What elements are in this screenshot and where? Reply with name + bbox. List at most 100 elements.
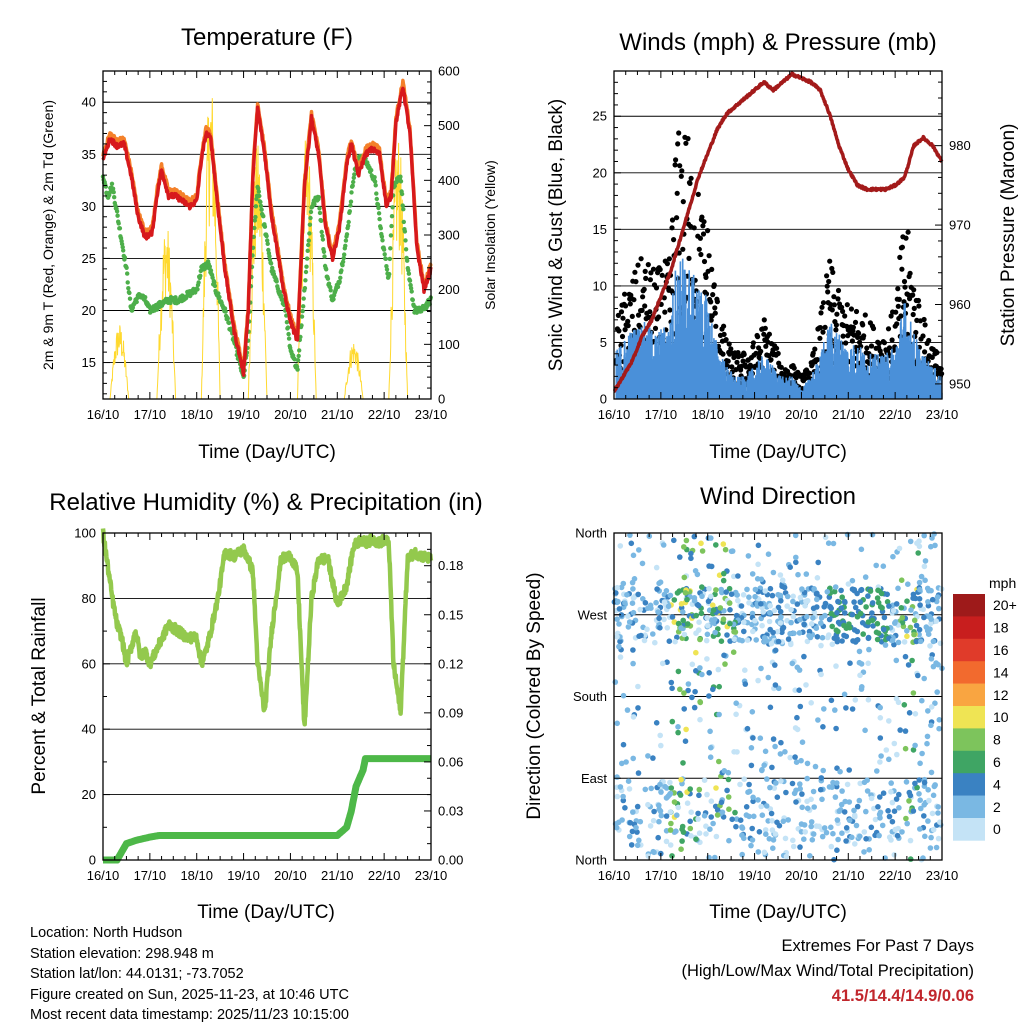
direction-point bbox=[636, 547, 642, 553]
direction-point bbox=[932, 782, 938, 788]
y-tick-label: 80 bbox=[82, 591, 96, 606]
direction-point bbox=[875, 587, 881, 594]
sonic-wind-bars bbox=[615, 258, 943, 399]
direction-point bbox=[718, 799, 725, 806]
direction-point bbox=[699, 584, 705, 590]
right-tick-label: 0.00 bbox=[438, 853, 463, 868]
gust-point bbox=[618, 342, 624, 348]
direction-point bbox=[693, 836, 699, 842]
gust-point bbox=[830, 269, 836, 275]
gust-point bbox=[683, 140, 689, 146]
direction-point bbox=[818, 620, 824, 626]
direction-point bbox=[826, 616, 833, 623]
direction-point bbox=[648, 785, 654, 792]
gust-point bbox=[907, 270, 913, 276]
dewpoint-point bbox=[262, 224, 268, 229]
direction-point bbox=[657, 625, 663, 631]
direction-point bbox=[792, 687, 798, 693]
direction-point bbox=[772, 647, 779, 654]
y-tick-label: North bbox=[575, 526, 607, 541]
direction-point bbox=[832, 707, 838, 713]
direction-point bbox=[721, 768, 728, 774]
direction-point bbox=[775, 604, 782, 611]
direction-point bbox=[808, 823, 814, 830]
direction-point bbox=[749, 709, 756, 715]
colorbar-swatch bbox=[953, 683, 985, 707]
dewpoint-point bbox=[295, 367, 300, 372]
direction-point bbox=[667, 592, 674, 599]
dewpoint-point bbox=[122, 255, 128, 260]
direction-point bbox=[710, 820, 716, 827]
gust-point bbox=[666, 256, 673, 262]
extremes-values: 41.5/14.4/14.9/0.06 bbox=[831, 987, 974, 1005]
direction-point bbox=[661, 599, 668, 605]
direction-point bbox=[875, 804, 881, 810]
gust-point bbox=[833, 327, 839, 333]
dewpoint-point bbox=[304, 264, 309, 269]
direction-point bbox=[795, 571, 801, 578]
gust-point bbox=[701, 258, 708, 265]
direction-point bbox=[863, 836, 869, 842]
dewpoint-point bbox=[116, 221, 121, 226]
direction-point bbox=[767, 585, 774, 592]
gust-point bbox=[638, 256, 644, 262]
dewpoint-point bbox=[125, 271, 130, 276]
dewpoint-point bbox=[301, 296, 306, 301]
direction-point bbox=[849, 577, 856, 584]
gust-point bbox=[648, 270, 654, 276]
direction-point bbox=[821, 604, 827, 610]
direction-point bbox=[793, 559, 799, 566]
colorbar-label: 16 bbox=[993, 642, 1009, 658]
direction-point bbox=[734, 749, 740, 755]
direction-point bbox=[737, 817, 744, 823]
direction-point bbox=[921, 675, 927, 682]
dewpoint-point bbox=[279, 293, 284, 298]
direction-point bbox=[717, 605, 724, 611]
gust-point bbox=[911, 305, 917, 311]
direction-point bbox=[936, 605, 942, 612]
direction-point bbox=[773, 780, 779, 786]
gust-point bbox=[670, 290, 676, 296]
direction-point bbox=[921, 779, 928, 786]
direction-point bbox=[935, 804, 941, 810]
x-tick-label: 16/10 bbox=[87, 868, 120, 883]
direction-point bbox=[804, 775, 810, 782]
direction-point bbox=[883, 747, 890, 753]
direction-point bbox=[797, 703, 804, 710]
gust-point bbox=[706, 253, 712, 259]
gust-point bbox=[688, 175, 694, 181]
temperature-panel: Temperature (F) 152025303540010020030040… bbox=[40, 24, 498, 463]
gust-point bbox=[622, 291, 628, 297]
direction-point bbox=[884, 591, 890, 598]
direction-point bbox=[904, 820, 910, 827]
figure-created: Figure created on Sun, 2025-11-23, at 10… bbox=[30, 986, 349, 1003]
gust-point bbox=[652, 325, 659, 331]
direction-point bbox=[803, 598, 809, 605]
dewpoint-point bbox=[374, 191, 379, 196]
gust-point bbox=[701, 219, 707, 225]
direction-point bbox=[877, 809, 884, 816]
direction-point bbox=[904, 598, 910, 604]
direction-point bbox=[771, 607, 778, 614]
gust-point bbox=[899, 244, 906, 250]
direction-point bbox=[645, 801, 651, 808]
y-tick-label: 40 bbox=[82, 95, 96, 110]
direction-point bbox=[749, 610, 756, 617]
colorbar-swatch bbox=[953, 661, 985, 684]
gust-point bbox=[910, 292, 916, 298]
gust-point bbox=[647, 277, 654, 283]
dewpoint-point bbox=[377, 216, 382, 222]
direction-point bbox=[886, 718, 892, 724]
direction-point bbox=[868, 795, 875, 802]
temp-2m-series bbox=[101, 86, 433, 377]
x-tick-label: 20/10 bbox=[785, 868, 818, 883]
colorbar-swatch bbox=[953, 818, 985, 841]
colorbar-label: 20+ bbox=[993, 597, 1017, 613]
gust-point bbox=[685, 136, 691, 142]
right-tick-label: 0.15 bbox=[438, 607, 463, 622]
direction-point bbox=[787, 564, 793, 570]
direction-point bbox=[783, 789, 789, 796]
direction-point bbox=[685, 681, 692, 687]
gust-point bbox=[642, 303, 648, 309]
direction-point bbox=[678, 776, 684, 783]
